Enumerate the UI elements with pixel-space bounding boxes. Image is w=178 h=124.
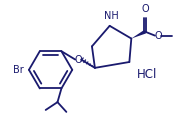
Text: O: O: [154, 31, 162, 41]
Polygon shape: [131, 30, 146, 39]
Text: O: O: [141, 4, 149, 14]
Text: NH: NH: [104, 11, 119, 21]
Text: Br: Br: [13, 65, 24, 75]
Text: HCl: HCl: [137, 68, 157, 81]
Text: O: O: [74, 55, 82, 64]
